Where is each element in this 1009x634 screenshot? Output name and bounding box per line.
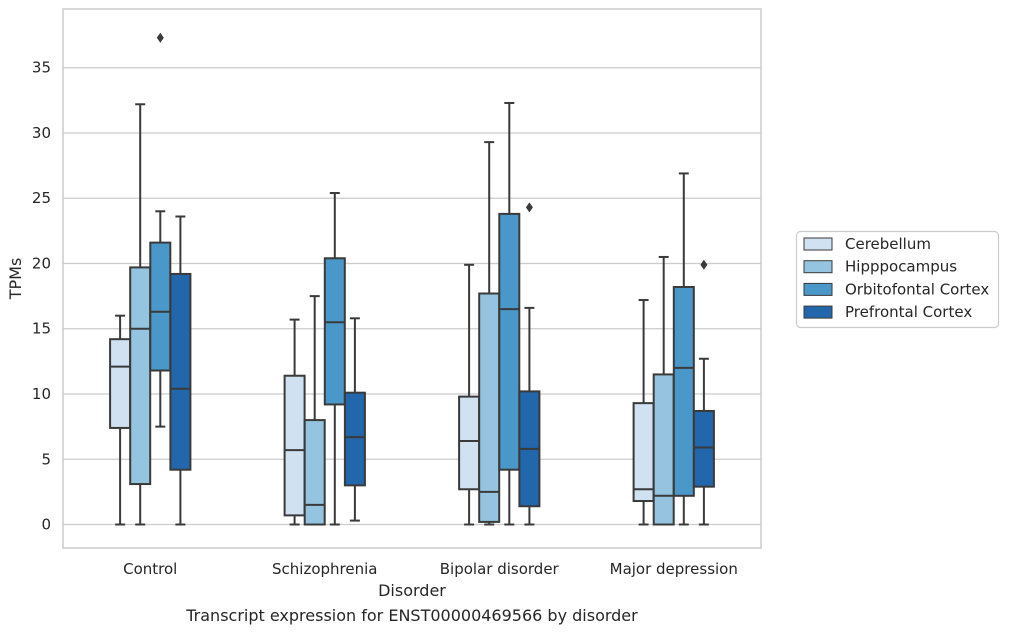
legend-label: Prefrontal Cortex bbox=[845, 303, 972, 321]
y-axis-ticks: 0 5 10 15 20 25 30 35 bbox=[32, 59, 51, 534]
x-tick-label: Bipolar disorder bbox=[440, 560, 560, 578]
y-tick-label: 35 bbox=[32, 59, 51, 77]
x-tick-label: Schizophrenia bbox=[272, 560, 377, 578]
box-iqr bbox=[129, 266, 152, 486]
y-tick-label: 0 bbox=[41, 516, 51, 534]
box-iqr bbox=[458, 395, 481, 491]
outlier-point bbox=[525, 202, 533, 213]
x-axis-label: Disorder bbox=[378, 581, 446, 600]
box-orbitofontal-cortex bbox=[323, 192, 346, 526]
box-iqr bbox=[303, 419, 326, 526]
box-cerebellum bbox=[283, 318, 306, 526]
outlier-point bbox=[700, 259, 708, 270]
y-tick-label: 10 bbox=[32, 385, 51, 403]
legend-label: Cerebellum bbox=[845, 235, 931, 253]
y-tick-label: 20 bbox=[32, 254, 51, 272]
y-tick-label: 5 bbox=[41, 450, 51, 468]
box-iqr bbox=[498, 212, 521, 471]
box-iqr bbox=[149, 241, 172, 372]
box-iqr bbox=[692, 409, 715, 488]
plot-area-frame bbox=[62, 8, 762, 549]
legend-swatch bbox=[803, 260, 833, 274]
box-plot-marks bbox=[109, 32, 715, 526]
y-tick-label: 25 bbox=[32, 189, 51, 207]
box-hipppocampus bbox=[303, 295, 326, 526]
box-iqr bbox=[169, 272, 192, 471]
legend-swatch bbox=[803, 282, 833, 296]
box-cerebellum bbox=[458, 263, 481, 526]
y-tick-label: 30 bbox=[32, 124, 51, 142]
box-cerebellum bbox=[109, 314, 132, 526]
box-prefrontal-cortex bbox=[343, 317, 366, 522]
y-tick-label: 15 bbox=[32, 320, 51, 338]
box-iqr bbox=[632, 402, 655, 503]
box-iqr bbox=[672, 285, 695, 497]
box-iqr bbox=[478, 292, 501, 523]
box-hipppocampus bbox=[478, 141, 501, 526]
box-orbitofontal-cortex bbox=[149, 32, 172, 428]
legend: Cerebellum Hipppocampus Orbitofontal Corte… bbox=[795, 230, 1000, 329]
x-axis-ticks: Control Schizophrenia Bipolar disorder Majo… bbox=[123, 560, 738, 578]
box-prefrontal-cortex bbox=[518, 202, 541, 526]
x-tick-label: Control bbox=[123, 560, 177, 578]
box-prefrontal-cortex bbox=[692, 259, 715, 526]
legend-frame bbox=[795, 230, 1000, 329]
y-axis-label: TPMs bbox=[6, 258, 25, 301]
box-orbitofontal-cortex bbox=[498, 101, 521, 526]
legend-label: Orbitofontal Cortex bbox=[845, 280, 989, 298]
x-tick-label: Major depression bbox=[610, 560, 738, 578]
legend-swatch bbox=[803, 305, 833, 319]
box-hipppocampus bbox=[129, 103, 152, 526]
figure-caption: Transcript expression for ENST0000046956… bbox=[186, 606, 638, 625]
box-iqr bbox=[109, 338, 132, 429]
outlier-point bbox=[156, 32, 164, 43]
box-iqr bbox=[652, 373, 675, 526]
box-hipppocampus bbox=[652, 255, 675, 526]
box-iqr bbox=[283, 374, 306, 517]
box-iqr bbox=[323, 257, 346, 406]
box-iqr bbox=[343, 391, 366, 487]
box-prefrontal-cortex bbox=[169, 215, 192, 526]
legend-label: Hipppocampus bbox=[845, 258, 957, 276]
legend-swatch bbox=[803, 237, 833, 251]
box-orbitofontal-cortex bbox=[672, 172, 695, 526]
box-cerebellum bbox=[632, 299, 655, 526]
